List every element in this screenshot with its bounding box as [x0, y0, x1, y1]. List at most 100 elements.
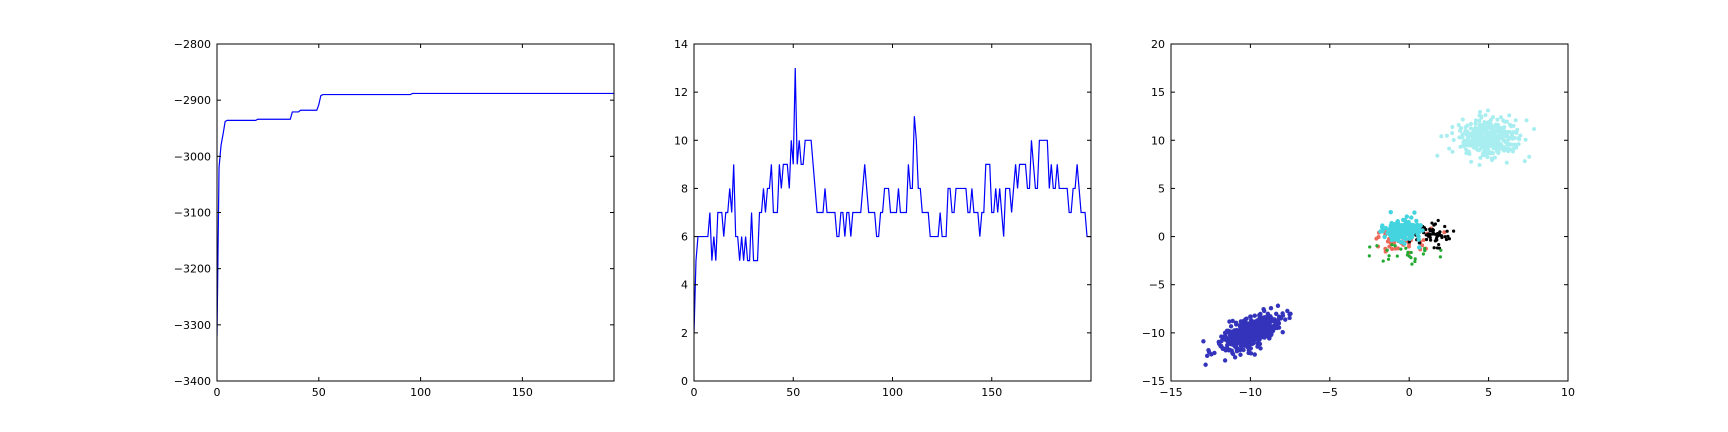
- scatter-point: [1219, 334, 1224, 339]
- scatter-point: [1248, 351, 1254, 356]
- scatter-point: [1495, 117, 1500, 122]
- scatter-point: [1491, 145, 1496, 150]
- scatter-point: [1224, 328, 1230, 334]
- scatter-point: [1239, 339, 1245, 344]
- scatter-point: [1252, 352, 1257, 357]
- scatter-point: [1498, 132, 1503, 137]
- scatter-point: [1417, 223, 1422, 229]
- scatter-point: [1439, 233, 1443, 238]
- x-tick-label: 50: [312, 386, 326, 399]
- scatter-point: [1273, 321, 1278, 326]
- scatter-point: [1488, 132, 1493, 137]
- y-tick-label: −5: [1149, 279, 1165, 292]
- scatter-point: [1450, 124, 1455, 129]
- scatter-point: [1257, 312, 1262, 318]
- cluster-1: [1435, 108, 1537, 167]
- scatter-point: [1413, 257, 1417, 261]
- y-tick-label: 8: [681, 182, 688, 195]
- scatter-point: [1228, 324, 1234, 329]
- scatter-point: [1376, 235, 1381, 240]
- scatter-point: [1473, 120, 1478, 125]
- scatter-point: [1219, 339, 1224, 344]
- scatter-point: [1507, 122, 1512, 127]
- scatter-point: [1223, 335, 1229, 340]
- scatter-point: [1232, 355, 1238, 360]
- y-tick-label: 5: [1158, 182, 1165, 195]
- scatter-point: [1268, 306, 1274, 311]
- scatter-point: [1496, 150, 1501, 155]
- scatter-point: [1409, 250, 1413, 255]
- scatter-point: [1424, 237, 1429, 242]
- scatter-point: [1395, 254, 1399, 258]
- scatter-point: [1485, 155, 1490, 160]
- scatter-point: [1484, 142, 1489, 147]
- scatter-point: [1407, 229, 1412, 234]
- scatter-point: [1385, 248, 1389, 252]
- x-tick-label: 0: [1406, 386, 1413, 399]
- scatter-point: [1516, 142, 1521, 147]
- scatter-point: [1447, 146, 1452, 151]
- scatter-point: [1435, 238, 1439, 242]
- scatter-point: [1280, 311, 1285, 316]
- scatter-point: [1516, 136, 1521, 141]
- scatter-point: [1256, 329, 1262, 334]
- series-line-0: [217, 92, 614, 337]
- y-tick-label: 0: [681, 375, 688, 388]
- scatter-point: [1381, 259, 1385, 263]
- scatter-point: [1423, 246, 1427, 251]
- scatter-point: [1504, 160, 1509, 165]
- scatter-point: [1230, 350, 1235, 356]
- scatter-point: [1223, 346, 1228, 351]
- scatter-point: [1464, 151, 1469, 156]
- scatter-point: [1267, 336, 1272, 341]
- scatter-point: [1283, 317, 1288, 322]
- series-line-0: [694, 68, 1091, 333]
- scatter-point: [1225, 338, 1230, 344]
- scatter-point: [1456, 122, 1461, 127]
- y-tick-label: 10: [674, 134, 688, 147]
- scatter-point: [1443, 224, 1447, 229]
- y-tick-label: −3300: [174, 319, 211, 332]
- scatter-point: [1444, 237, 1449, 242]
- cluster-0: [1201, 303, 1293, 367]
- scatter-point: [1251, 320, 1257, 326]
- scatter-point: [1480, 153, 1485, 158]
- scatter-point: [1417, 228, 1422, 234]
- scatter-point: [1459, 126, 1464, 131]
- scatter-point: [1428, 236, 1432, 240]
- scatter-point: [1512, 146, 1517, 151]
- scatter-point: [1258, 333, 1264, 339]
- scatter-point: [1451, 229, 1456, 233]
- scatter-point: [1460, 135, 1465, 140]
- scatter-point: [1478, 109, 1483, 114]
- scatter-point: [1378, 229, 1383, 234]
- scatter-point: [1285, 308, 1290, 314]
- scatter-point: [1509, 132, 1514, 137]
- scatter-point: [1498, 141, 1503, 146]
- scatter-point: [1238, 352, 1243, 357]
- scatter-point: [1523, 137, 1528, 142]
- y-tick-label: −2900: [174, 94, 211, 107]
- scatter-point: [1390, 243, 1394, 247]
- scatter-point: [1249, 341, 1255, 347]
- y-tick-label: −2800: [174, 38, 211, 51]
- scatter-point: [1460, 117, 1465, 122]
- scatter-point: [1468, 126, 1473, 131]
- y-tick-label: −3100: [174, 207, 211, 220]
- scatter-point: [1264, 319, 1270, 325]
- scatter-point: [1386, 257, 1391, 261]
- scatter-point: [1477, 118, 1482, 123]
- scatter-point: [1429, 238, 1433, 242]
- scatter-point: [1497, 129, 1502, 134]
- scatter-point: [1445, 229, 1449, 233]
- scatter-point: [1443, 235, 1447, 239]
- scatter-point: [1387, 244, 1392, 249]
- scatter-point: [1492, 140, 1497, 145]
- scatter-point: [1436, 218, 1440, 223]
- scatter-point: [1435, 153, 1440, 158]
- scatter-point: [1502, 119, 1507, 124]
- x-tick-label: 100: [882, 386, 903, 399]
- scatter-point: [1488, 150, 1493, 155]
- scatter-point: [1404, 214, 1410, 219]
- scatter-point: [1204, 353, 1210, 359]
